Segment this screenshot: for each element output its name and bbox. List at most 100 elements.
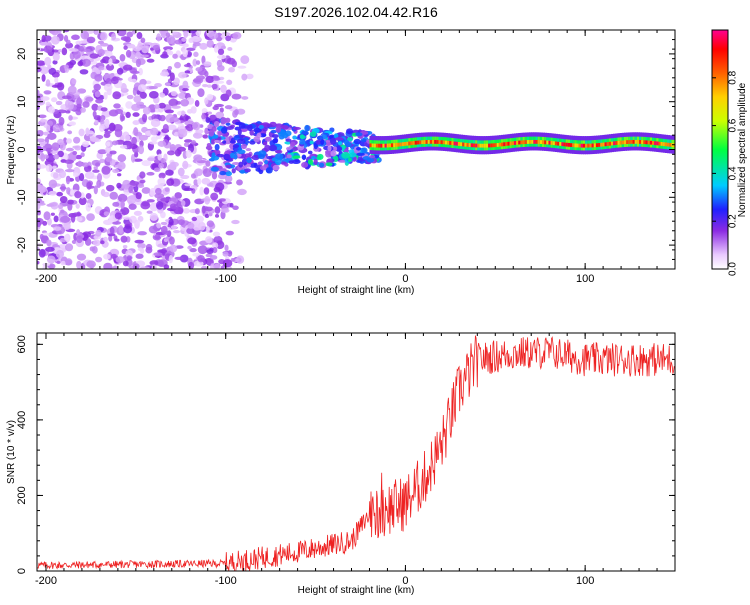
spectrogram-cell (214, 103, 224, 108)
spectrogram-cell (177, 92, 186, 98)
spectrogram-cell (225, 89, 232, 97)
spectrogram-cell (135, 51, 142, 59)
spectrogram-cell (131, 103, 141, 111)
spectrogram-band-core (654, 141, 658, 146)
spectrogram-cell (167, 150, 176, 156)
spectrogram-cell (171, 31, 179, 35)
spectrogram-cell (65, 110, 71, 114)
spectrogram-cell (215, 182, 225, 192)
spectrogram-band-core (496, 142, 500, 147)
spectrogram-x-tick-label: 100 (576, 273, 594, 285)
spectrogram-cell (316, 135, 324, 140)
spectrogram-band-core (513, 141, 517, 145)
spectrogram-cell (224, 105, 233, 110)
spectrogram-x-tick-label: 0 (402, 273, 408, 285)
spectrogram-cell (69, 48, 79, 52)
spectrogram-cell (150, 136, 158, 142)
spectrogram-cell (59, 216, 70, 223)
spectrogram-cell (57, 48, 63, 53)
spectrogram-cell (117, 173, 122, 177)
spectrogram-cell (215, 111, 225, 119)
spectrogram-cell (125, 49, 132, 58)
spectrogram-cell (113, 103, 121, 109)
spectrogram-band-core (604, 142, 608, 147)
spectrogram-cell (362, 155, 371, 161)
spectrogram-cell (159, 30, 168, 36)
spectrogram-cell (309, 131, 317, 137)
spectrogram-cell (135, 253, 144, 259)
spectrogram-cell (101, 165, 111, 175)
spectrogram-cell (74, 191, 82, 199)
spectrogram-cell (327, 145, 332, 152)
spectrogram-cell (195, 60, 201, 65)
spectrogram-cell (103, 91, 108, 100)
spectrogram-cell (205, 160, 211, 167)
spectrogram-band-core (623, 140, 627, 145)
spectrogram-cell (190, 173, 197, 179)
spectrogram-band-core (399, 142, 403, 147)
spectrogram-cell (37, 209, 42, 216)
spectrogram-cell (204, 213, 210, 218)
spectrogram-cell (82, 101, 90, 108)
spectrogram-cell (194, 100, 200, 107)
spectrogram-cell (148, 85, 158, 90)
spectrogram-cell (61, 95, 72, 100)
spectrogram-cell (139, 171, 146, 179)
spectrogram-band-core (591, 143, 595, 148)
spectrogram-cell (159, 71, 170, 77)
spectrogram-cell (67, 85, 77, 95)
spectrogram-cell (177, 219, 185, 226)
spectrogram-cell (48, 106, 55, 114)
spectrogram-band-core (393, 143, 397, 147)
spectrogram-cell (204, 127, 209, 135)
spectrogram-cell (91, 246, 98, 254)
spectrogram-band-core (391, 143, 395, 148)
spectrogram-band-core (432, 139, 436, 144)
spectrogram-cell (38, 200, 45, 204)
spectrogram-cell (142, 106, 151, 115)
spectrogram-cell (133, 127, 139, 136)
spectrogram-band-core (382, 143, 386, 148)
spectrogram-cell (71, 239, 77, 244)
spectrogram-cell (205, 116, 211, 123)
colorbar-tick-label: 0.2 (728, 214, 739, 228)
spectrogram-band-core (598, 143, 602, 147)
spectrogram-cell (190, 106, 197, 114)
spectrogram-cell (78, 128, 85, 137)
spectrogram-cell (119, 54, 126, 62)
spectrogram-cell (63, 221, 71, 231)
spectrogram-cell (53, 153, 60, 160)
spectrogram-band-core (436, 140, 440, 144)
spectrogram-cell (197, 178, 202, 185)
spectrogram-band-core (457, 142, 461, 146)
spectrogram-cell (140, 54, 149, 58)
spectrogram-cell (274, 158, 282, 166)
spectrogram-band-core (375, 143, 379, 148)
spectrogram-band-core (576, 143, 580, 148)
spectrogram-band-core (388, 143, 392, 148)
spectrogram-band-core (533, 139, 537, 144)
spectrogram-cell (231, 168, 236, 174)
spectrogram-cell (168, 236, 175, 245)
spectrogram-cell (213, 120, 220, 128)
spectrogram-cell (205, 225, 210, 234)
spectrogram-cell (211, 83, 218, 90)
spectrogram-cell (122, 216, 131, 220)
spectrogram-cell (199, 42, 208, 50)
spectrogram-cell (48, 67, 57, 75)
spectrogram-band-core (397, 142, 401, 147)
spectrogram-cell (120, 200, 125, 209)
spectrogram-band-core (662, 142, 666, 147)
spectrogram-cell (85, 202, 91, 212)
spectrogram-cell (118, 224, 124, 234)
spectrogram-band-core (658, 141, 662, 146)
spectrogram-cell (130, 153, 136, 163)
spectrogram-cell (289, 141, 296, 147)
spectrogram-cell (232, 31, 242, 40)
spectrogram-cell (86, 260, 96, 269)
spectrogram-cell (237, 153, 242, 157)
spectrogram-band-core (570, 143, 574, 147)
spectrogram-band-core (423, 140, 427, 144)
spectrogram-cell (234, 108, 239, 116)
spectrogram-cell (220, 127, 228, 134)
